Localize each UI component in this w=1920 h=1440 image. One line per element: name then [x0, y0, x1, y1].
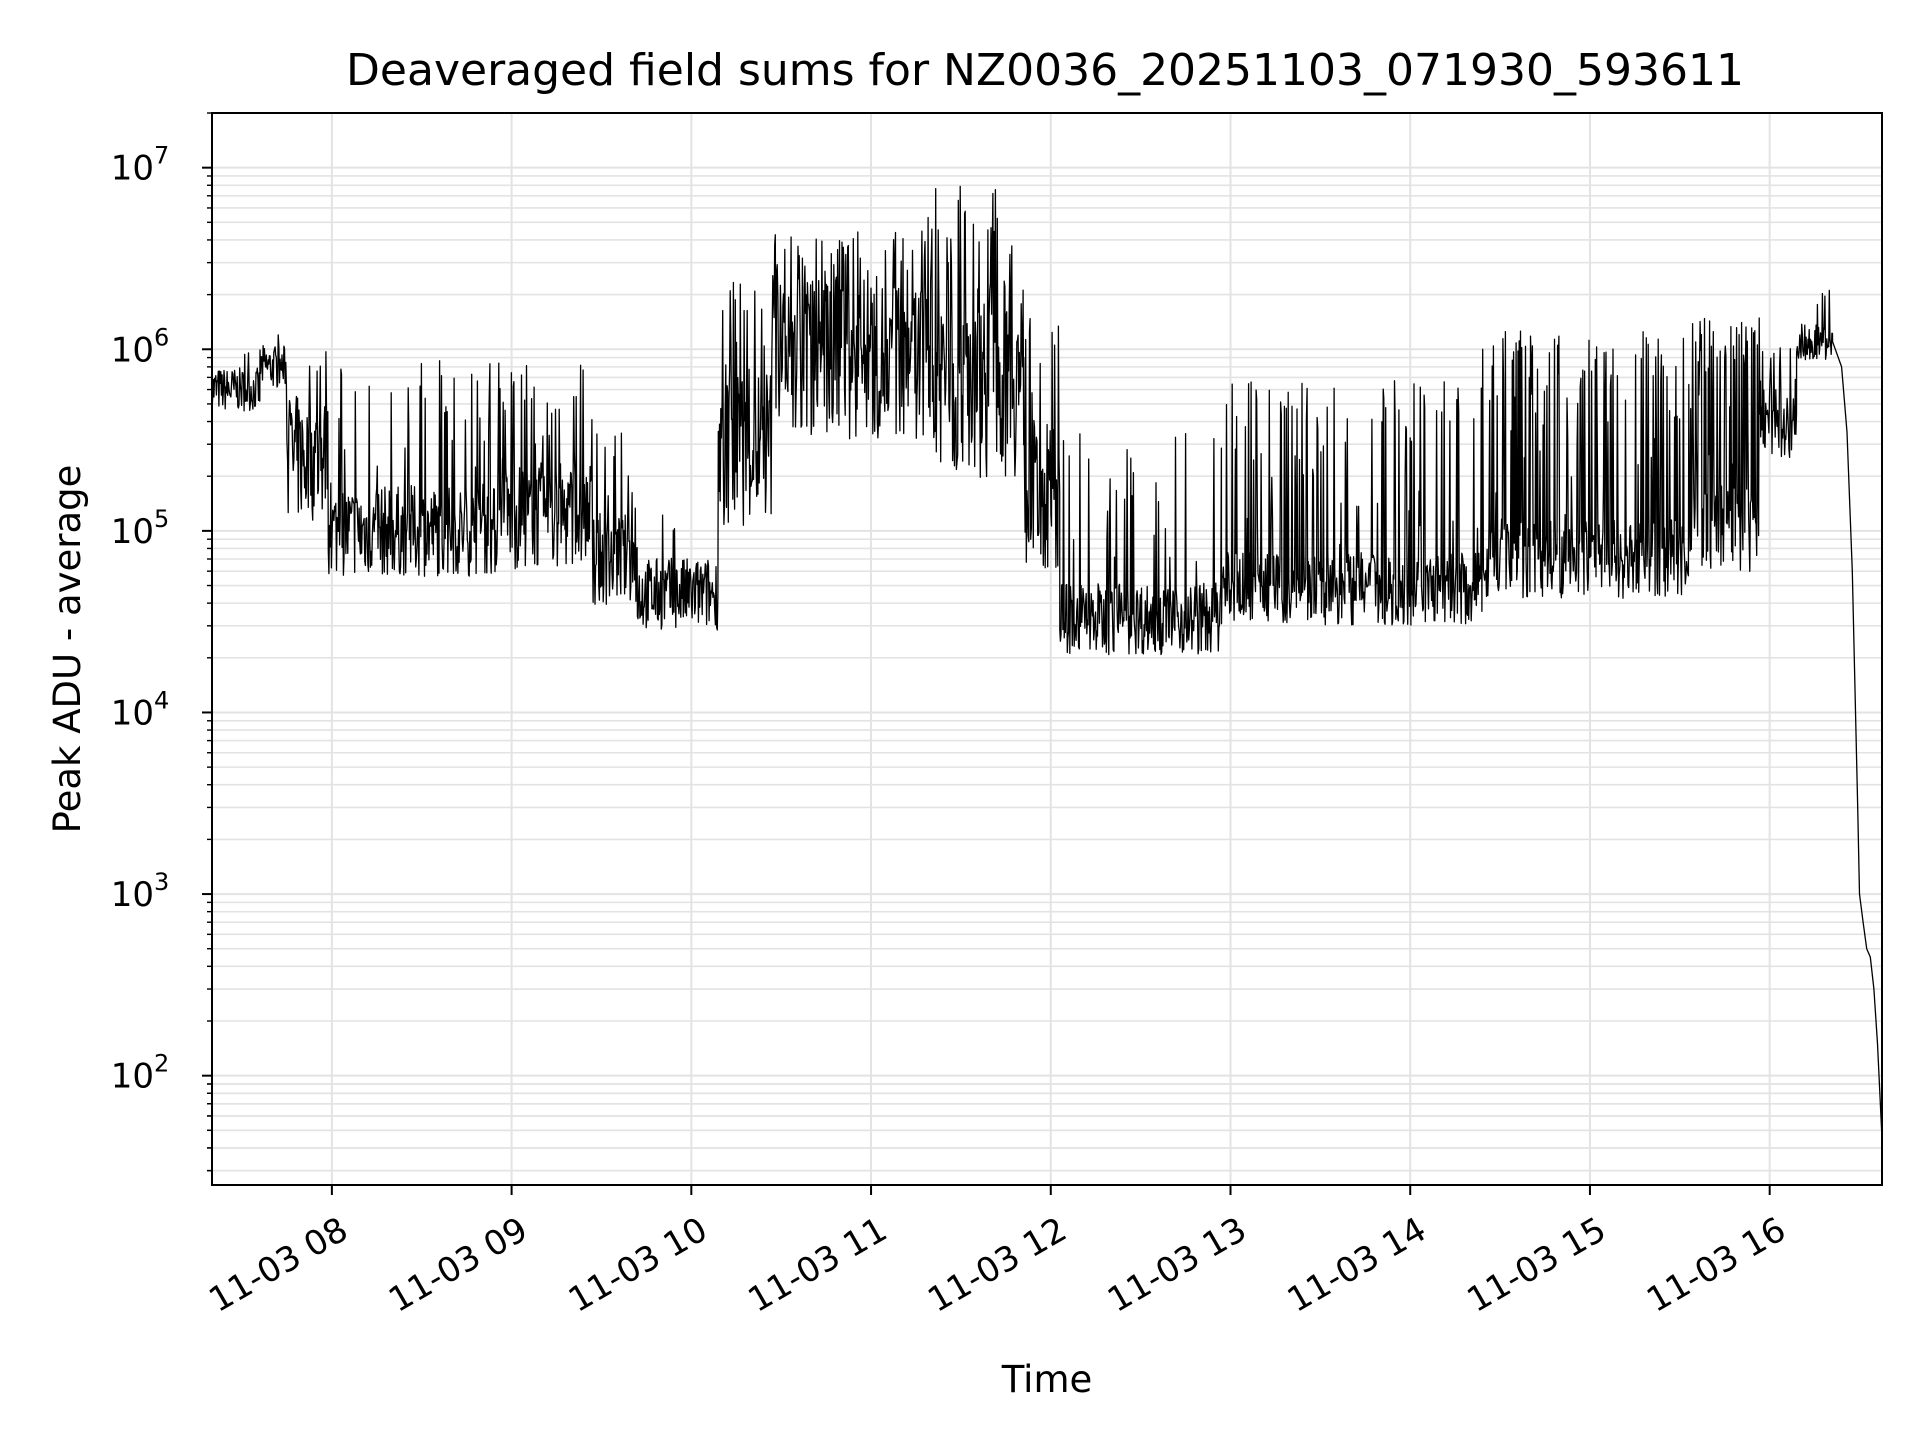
y-tick-base: 10 — [111, 693, 154, 733]
y-tick-base: 10 — [111, 512, 154, 552]
series-line-group — [211, 185, 1883, 1139]
series-line — [211, 185, 1883, 1139]
y-tick-label: 105 — [111, 505, 170, 552]
y-tick-exponent: 2 — [154, 1050, 169, 1078]
y-tick-exponent: 4 — [154, 686, 169, 714]
y-axis-label: Peak ADU - average — [46, 465, 89, 834]
y-tick-base: 10 — [111, 1057, 154, 1097]
y-tick-label: 103 — [111, 868, 170, 915]
y-tick-label: 104 — [111, 686, 170, 733]
chart-title: Deaveraged field sums for NZ0036_2025110… — [346, 45, 1744, 96]
y-tick-label: 107 — [111, 142, 170, 189]
y-tick-label: 106 — [111, 323, 170, 370]
y-tick-label: 102 — [111, 1050, 170, 1097]
y-tick-exponent: 5 — [154, 505, 169, 533]
y-tick-exponent: 6 — [154, 323, 169, 351]
plot-frame — [211, 112, 1883, 1186]
y-tick-base: 10 — [111, 875, 154, 915]
y-tick-base: 10 — [111, 149, 154, 189]
y-tick-exponent: 7 — [154, 142, 169, 170]
y-tick-base: 10 — [111, 330, 154, 370]
x-axis-label: Time — [1001, 1358, 1093, 1401]
y-tick-exponent: 3 — [154, 868, 169, 896]
